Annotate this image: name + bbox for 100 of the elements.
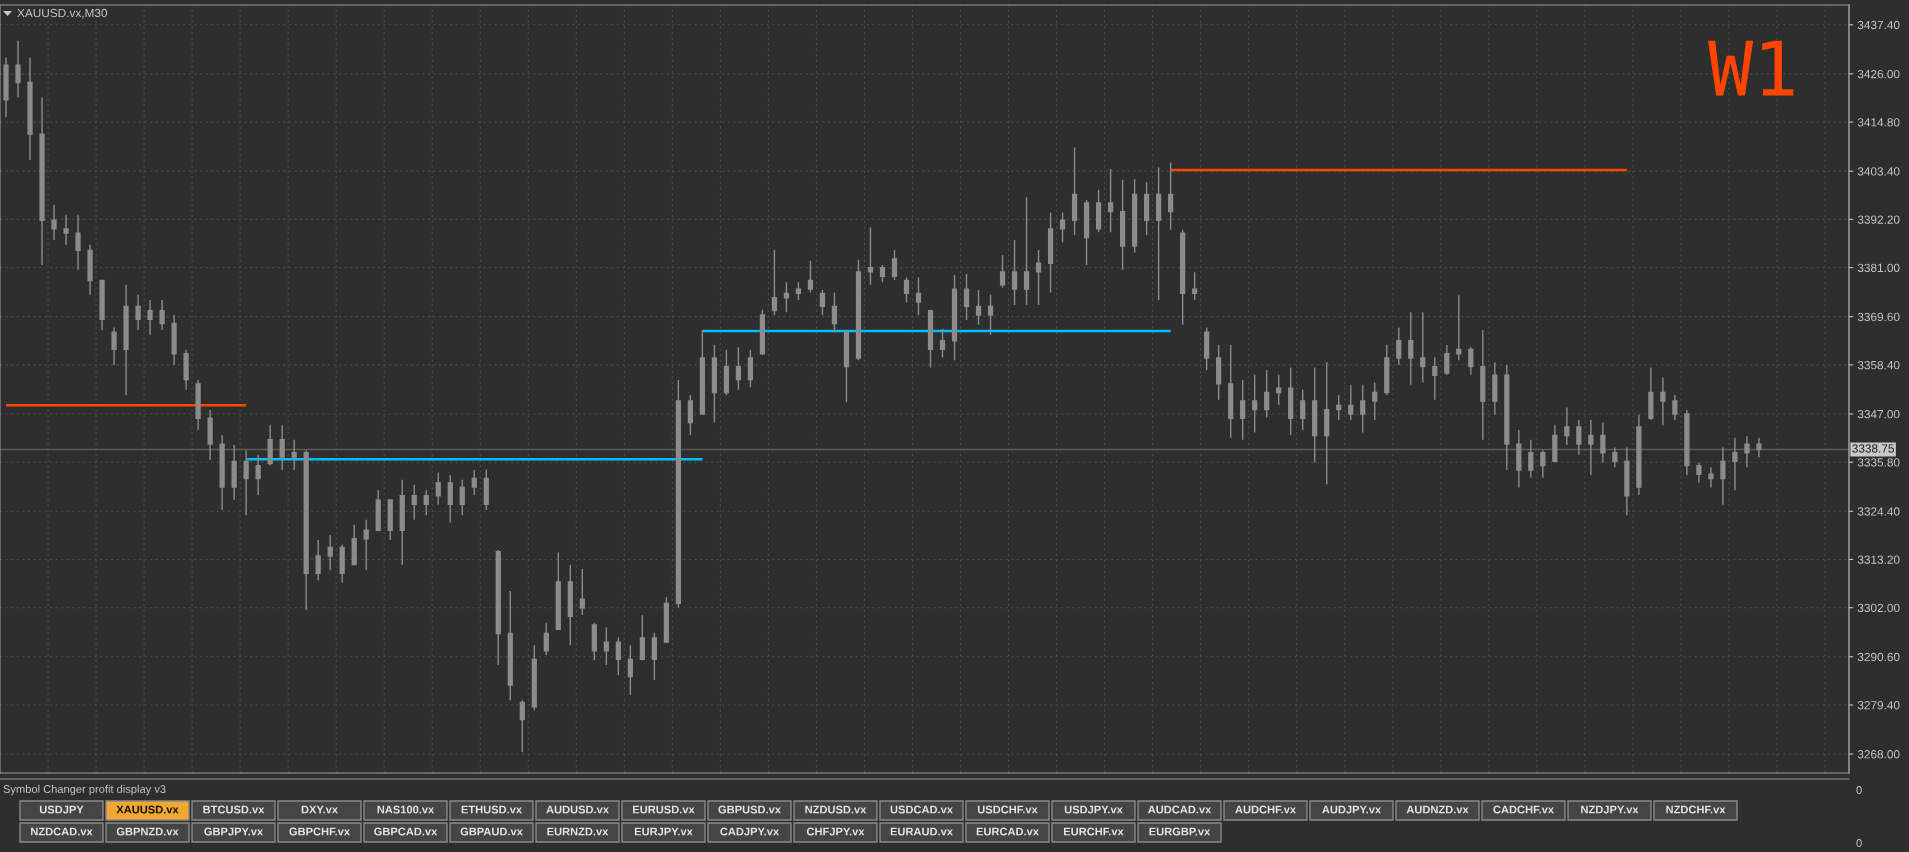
candlestick — [531, 644, 537, 711]
candlestick — [339, 544, 345, 584]
candlestick — [855, 259, 862, 361]
category-label: NZDCAD.vx — [31, 827, 93, 836]
candlestick — [507, 590, 513, 701]
candlestick — [1083, 199, 1090, 266]
y-tick-label: 3290.60 — [1857, 652, 1900, 662]
y-tick-label: 3313.20 — [1857, 555, 1900, 564]
category-label: EURAUD.vx — [890, 827, 953, 836]
category-label: USDJPY.vx — [1064, 805, 1123, 814]
candlestick — [1672, 394, 1678, 421]
candlestick — [711, 344, 718, 424]
text: 0 — [1856, 839, 1862, 847]
candlestick — [723, 349, 730, 396]
candlestick — [1684, 409, 1690, 476]
candlestick — [1492, 361, 1498, 416]
candlestick — [63, 213, 69, 246]
category-label: EURGBP.vx — [1149, 827, 1211, 836]
y-tick-label: 3324.40 — [1857, 507, 1900, 516]
candlestick — [675, 379, 681, 609]
candlestick — [879, 264, 886, 283]
candlestick — [375, 489, 381, 531]
chart-title: XAUUSD.vx,M30 — [17, 8, 108, 19]
candlestick — [111, 326, 117, 366]
category-label: CHFJPY.vx — [806, 827, 865, 836]
candlestick — [87, 244, 93, 296]
category-label: USDCHF.vx — [977, 805, 1038, 814]
category-label: NAS100.vx — [377, 805, 435, 814]
candlestick — [1131, 178, 1138, 254]
candlestick — [591, 622, 597, 661]
candlestick — [291, 439, 297, 471]
candlestick — [843, 329, 850, 404]
category-label: AUDCAD.vx — [1147, 805, 1212, 814]
candlestick — [1288, 366, 1294, 436]
candlestick — [555, 551, 561, 631]
candlestick — [1540, 449, 1546, 479]
candlestick — [279, 424, 285, 471]
candlestick — [99, 279, 105, 331]
y-tick-label: 3347.00 — [1857, 410, 1900, 419]
candlestick — [327, 534, 333, 571]
text: 0 — [1856, 786, 1862, 794]
candlestick — [747, 349, 754, 388]
candlestick — [219, 434, 225, 511]
candlestick — [567, 564, 573, 646]
category-label: GBPNZD.vx — [116, 827, 179, 836]
category-label: GBPCAD.vx — [374, 827, 438, 836]
candlestick — [387, 499, 393, 541]
category-label: AUDNZD.vx — [1406, 805, 1469, 814]
candlestick — [1444, 344, 1450, 376]
category-label: EURNZD.vx — [547, 827, 609, 836]
candlestick — [243, 449, 249, 516]
candlestick — [1588, 419, 1594, 476]
category-label: GBPCHF.vx — [289, 827, 350, 836]
candlestick — [303, 449, 309, 611]
candlestick — [543, 622, 549, 656]
category-label: USDJPY — [39, 805, 84, 814]
y-tick-label: 3268.00 — [1857, 750, 1900, 759]
category-label: NZDUSD.vx — [805, 805, 867, 814]
y-tick-label: 3426.00 — [1857, 69, 1900, 79]
candlestick — [447, 474, 453, 524]
candlestick — [1504, 364, 1510, 471]
candlestick — [1636, 414, 1642, 496]
candlestick — [159, 299, 165, 331]
y-tick-label: 3358.40 — [1857, 360, 1900, 370]
candlestick — [207, 409, 213, 461]
candlestick — [1744, 435, 1750, 469]
candlestick — [1180, 229, 1186, 326]
y-tick-label: 3335.80 — [1857, 458, 1900, 467]
candlestick — [75, 213, 81, 271]
candlestick — [1300, 389, 1306, 431]
candlestick — [51, 204, 57, 241]
candlestick — [1528, 439, 1534, 479]
category-label: GBPAUD.vx — [460, 827, 523, 836]
y-tick-label: 3381.00 — [1857, 263, 1900, 272]
y-tick-label: 3392.20 — [1857, 215, 1900, 224]
candlestick — [1624, 446, 1630, 516]
candlestick — [1564, 406, 1570, 446]
category-label: EURUSD.vx — [633, 805, 695, 814]
candlestick — [759, 309, 766, 356]
category-label: CADJPY.vx — [720, 827, 780, 836]
candlestick — [39, 96, 45, 266]
candlestick — [1720, 446, 1726, 506]
candlestick — [123, 284, 129, 396]
candlestick — [1552, 424, 1558, 464]
category-label: GBPUSD.vx — [718, 805, 781, 814]
candlestick — [891, 249, 898, 281]
category-label: BTCUSD.vx — [203, 805, 265, 814]
candlestick — [795, 281, 802, 301]
candlestick — [1468, 346, 1474, 376]
category-label: ETHUSD.vx — [461, 805, 522, 814]
y-tick-label: 3369.60 — [1857, 312, 1900, 322]
candlestick — [483, 468, 489, 511]
candlestick — [639, 614, 645, 661]
candlestick — [1648, 366, 1654, 421]
candlestick — [963, 273, 970, 321]
candlestick — [459, 479, 465, 516]
category-label: NZDCHF.vx — [1666, 805, 1726, 814]
candlestick — [615, 636, 621, 676]
candlestick — [255, 454, 261, 496]
candlestick — [1756, 436, 1762, 459]
